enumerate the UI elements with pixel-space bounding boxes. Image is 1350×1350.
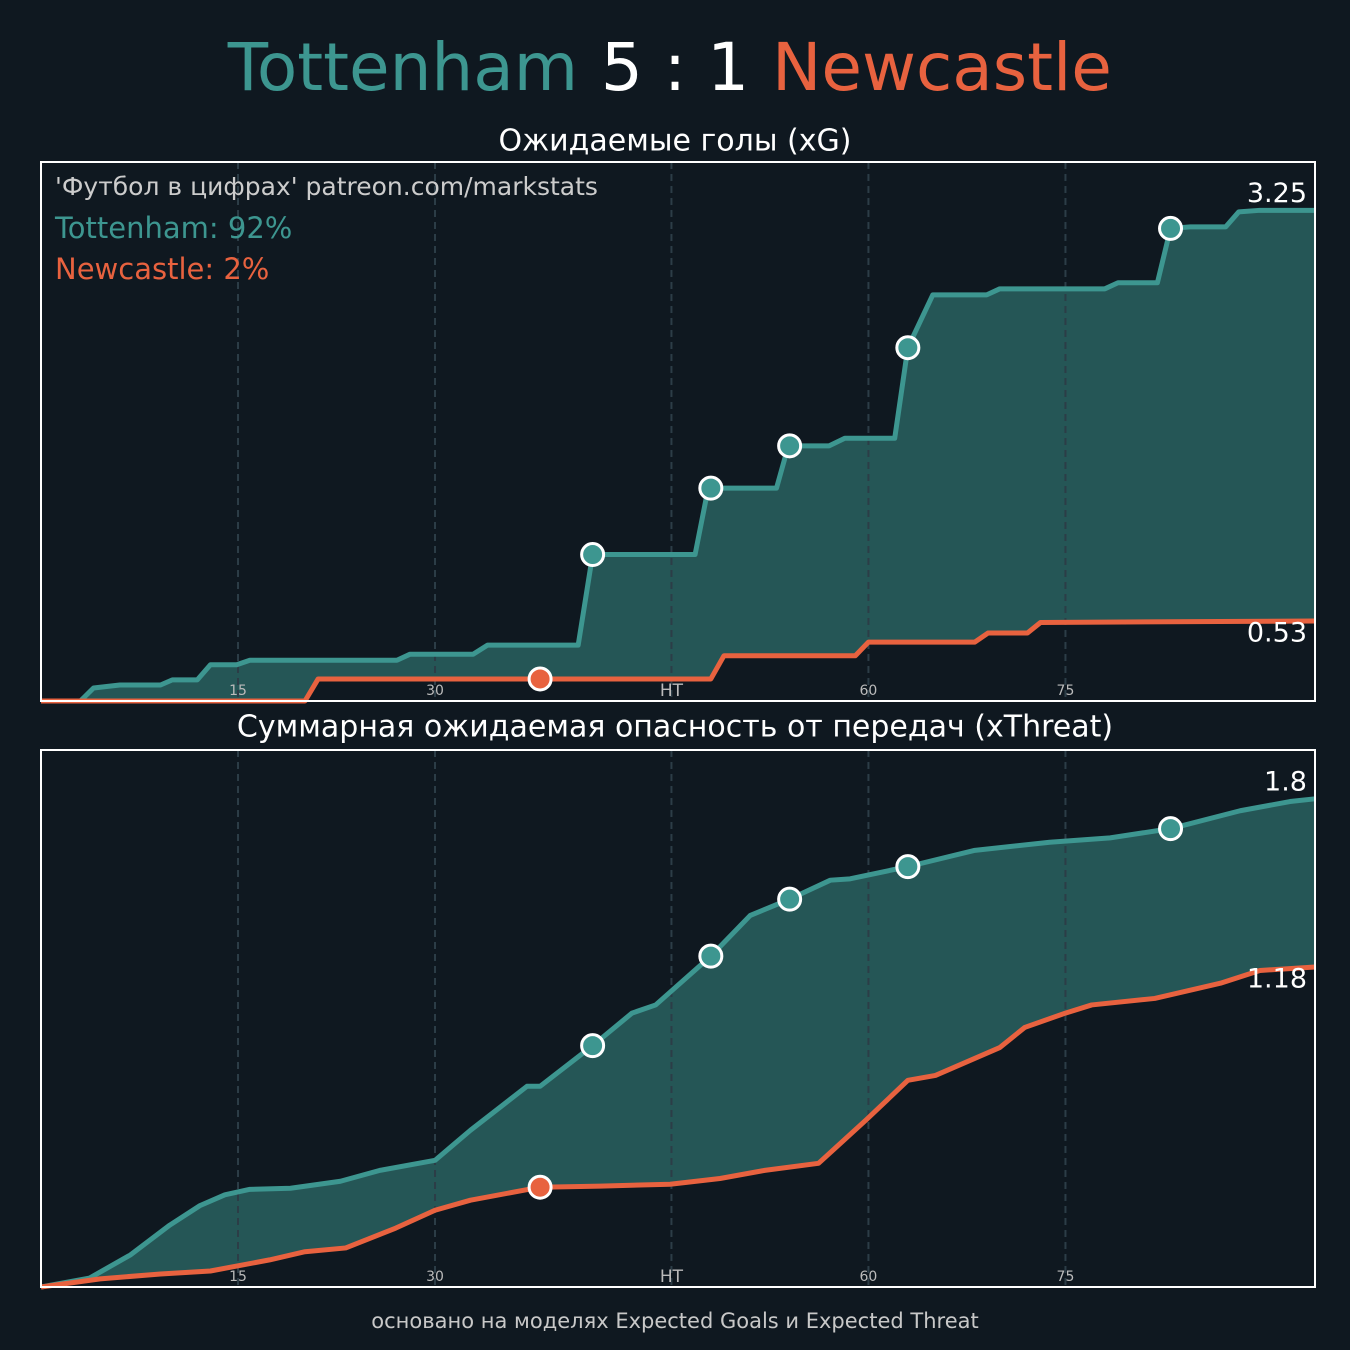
goal-marker (580, 1033, 606, 1059)
annotation: 'Футбол в цифрах' patreon.com/markstats (55, 172, 598, 201)
x-tick-label: 30 (426, 1269, 444, 1285)
x-tick-label: 15 (229, 683, 247, 699)
line (41, 618, 1316, 704)
end-label: 0.53 (1247, 617, 1307, 648)
line (40, 796, 1316, 1290)
score: 5 : 1 (601, 29, 749, 106)
goal-marker (527, 1174, 553, 1200)
area-between (41, 210, 1315, 701)
goal-marker (895, 854, 921, 880)
goal-marker (777, 433, 803, 459)
goal-marker (1158, 215, 1184, 241)
x-tick-label: 75 (1057, 1269, 1075, 1285)
home-team: Tottenham (227, 29, 578, 106)
x-tick-label: 15 (229, 1269, 247, 1285)
end-label: 1.18 (1247, 963, 1307, 994)
goal-marker (895, 335, 921, 361)
goal-marker (1158, 816, 1184, 842)
line (40, 964, 1316, 1290)
goal-marker (777, 886, 803, 912)
x-tick-label: HT (660, 681, 684, 701)
chart-title: Суммарная ожидаемая опасность от передач… (237, 710, 1113, 745)
x-tick-label: HT (660, 1267, 684, 1287)
x-tick-label: 60 (860, 683, 878, 699)
goal-marker (580, 542, 606, 568)
plot-frame (40, 161, 1316, 702)
annotation: Tottenham: 92% (54, 211, 292, 245)
x-tick-label: 75 (1057, 683, 1075, 699)
line (41, 207, 1315, 704)
chart-title: Ожидаемые голы (xG) (499, 124, 852, 159)
annotation: Newcastle: 2% (55, 252, 269, 286)
away-team: Newcastle (772, 29, 1112, 106)
end-label: 1.8 (1264, 766, 1307, 797)
plot-frame (40, 749, 1316, 1288)
footer: основано на моделях Expected Goals и Exp… (371, 1309, 978, 1333)
x-tick-label: 30 (426, 683, 444, 699)
goal-marker (698, 943, 724, 969)
goal-marker (527, 666, 553, 692)
area-between (41, 798, 1315, 1287)
end-label: 3.25 (1247, 178, 1307, 209)
goal-marker (698, 475, 724, 501)
x-tick-label: 60 (860, 1269, 878, 1285)
